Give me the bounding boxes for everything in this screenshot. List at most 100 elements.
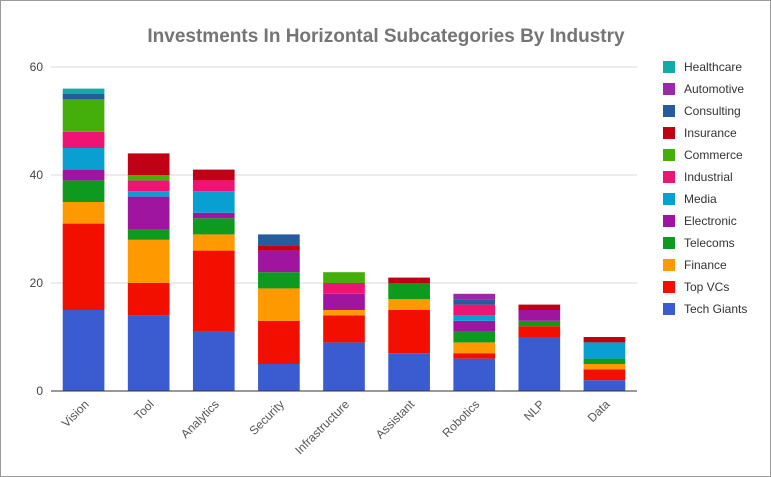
bar-segment-data-finance <box>583 364 626 370</box>
bar-segment-security-finance <box>258 288 300 321</box>
x-tick-label-robotics: Robotics <box>439 397 482 440</box>
bar-segment-tool-insurance <box>127 153 170 175</box>
y-tick-label: 20 <box>30 276 44 290</box>
bar-segment-security-top-vcs <box>258 320 300 364</box>
legend-label-consulting: Consulting <box>684 104 741 118</box>
x-tick-label-assistant: Assistant <box>373 397 418 442</box>
bar-segment-tool-tech-giants <box>127 315 170 391</box>
bar-segment-vision-tech-giants <box>62 310 105 391</box>
bar-segment-nlp-insurance <box>518 304 561 310</box>
bar-segment-analytics-electronic <box>192 212 235 219</box>
bar-segment-vision-healthcare <box>62 88 105 94</box>
bar-segment-nlp-tech-giants <box>518 337 561 391</box>
bar-segment-analytics-telecoms <box>192 218 235 235</box>
bar-segment-nlp-telecoms <box>518 320 561 327</box>
y-tick-label: 40 <box>30 168 44 182</box>
legend: Healthcare Automotive Consulting Insurance C… <box>663 60 747 316</box>
bar-segment-vision-consulting <box>62 94 105 100</box>
bar-segment-vision-commerce <box>62 99 105 132</box>
bar-segment-tool-finance <box>127 239 170 283</box>
legend-label-automotive: Automotive <box>684 82 744 96</box>
bar-segment-analytics-media <box>192 191 235 213</box>
bar-segment-assistant-tech-giants <box>388 353 430 391</box>
bar-segment-security-telecoms <box>258 272 300 289</box>
bar-segment-data-media <box>583 342 626 359</box>
x-tick-label-data: Data <box>585 397 613 425</box>
bar-segment-data-insurance <box>583 337 626 343</box>
legend-swatch-industrial <box>663 171 675 183</box>
bar-segment-tool-top-vcs <box>127 283 170 316</box>
bar-segment-tool-industrial <box>127 180 170 192</box>
bar-segment-assistant-top-vcs <box>388 310 430 354</box>
legend-swatch-insurance <box>663 127 675 139</box>
y-tick-label: 60 <box>30 60 44 74</box>
legend-swatch-media <box>663 193 675 205</box>
bar-segment-robotics-automotive <box>453 293 496 300</box>
bar-segment-nlp-top-vcs <box>518 326 561 337</box>
legend-label-insurance: Insurance <box>684 126 737 140</box>
legend-swatch-top-vcs <box>663 281 675 293</box>
bar-segment-vision-industrial <box>62 131 105 148</box>
x-tick-label-security: Security <box>246 397 287 438</box>
bar-segment-analytics-industrial <box>192 180 235 192</box>
bar-segment-nlp-electronic <box>518 310 561 321</box>
x-tick-label-analytics: Analytics <box>178 397 222 441</box>
bar-segment-analytics-top-vcs <box>192 250 235 332</box>
legend-swatch-healthcare <box>663 61 675 73</box>
bar-segment-robotics-industrial <box>453 304 496 316</box>
x-tick-label-vision: Vision <box>59 397 92 430</box>
bar-segment-robotics-electronic <box>453 320 496 332</box>
legend-label-top-vcs: Top VCs <box>684 280 729 294</box>
bar-segment-infrastructure-tech-giants <box>323 342 365 391</box>
bar-segment-vision-media <box>62 148 105 170</box>
bar-segment-security-insurance <box>258 245 300 251</box>
bar-segment-assistant-telecoms <box>388 283 430 300</box>
bar-segment-infrastructure-electronic <box>323 293 365 310</box>
bar-segment-robotics-telecoms <box>453 331 496 343</box>
legend-label-industrial: Industrial <box>684 170 733 184</box>
bar-segment-robotics-finance <box>453 342 496 354</box>
bar-segment-robotics-top-vcs <box>453 353 496 359</box>
bar-segment-infrastructure-finance <box>323 310 365 316</box>
bar-segment-robotics-consulting <box>453 299 496 305</box>
chart-title: Investments In Horizontal Subcategories … <box>147 26 625 47</box>
bar-segment-vision-telecoms <box>62 180 105 202</box>
bar-segment-tool-electronic <box>127 196 170 229</box>
bar-segment-tool-commerce <box>127 175 170 181</box>
legend-swatch-tech-giants <box>663 303 675 315</box>
legend-label-tech-giants: Tech Giants <box>684 302 747 316</box>
axes: 0 20 40 60 Vision Tool Analytics Security Infras… <box>30 60 637 457</box>
bar-segment-vision-finance <box>62 202 105 224</box>
legend-label-electronic: Electronic <box>684 214 737 228</box>
bar-segment-security-tech-giants <box>258 364 300 391</box>
bar-segment-infrastructure-top-vcs <box>323 315 365 343</box>
x-tick-label-nlp: NLP <box>521 397 547 423</box>
bar-segment-analytics-finance <box>192 234 235 251</box>
x-tick-label-infrastructure: Infrastructure <box>292 397 352 457</box>
bar-segment-vision-electronic <box>62 169 105 181</box>
legend-label-healthcare: Healthcare <box>684 60 742 74</box>
bar-segment-data-telecoms <box>583 358 626 364</box>
bar-segment-data-tech-giants <box>583 380 626 391</box>
bar-segment-robotics-tech-giants <box>453 358 496 391</box>
bars <box>62 88 626 391</box>
bar-segment-vision-top-vcs <box>62 223 105 310</box>
bar-segment-analytics-insurance <box>192 169 235 181</box>
bar-segment-assistant-finance <box>388 299 430 310</box>
bar-segment-tool-telecoms <box>127 229 170 240</box>
legend-swatch-electronic <box>663 215 675 227</box>
legend-label-media: Media <box>684 192 717 206</box>
bar-segment-infrastructure-industrial <box>323 283 365 294</box>
legend-swatch-finance <box>663 259 675 271</box>
legend-swatch-commerce <box>663 149 675 161</box>
bar-segment-analytics-tech-giants <box>192 331 235 391</box>
bar-segment-security-consulting <box>258 234 300 246</box>
legend-label-finance: Finance <box>684 258 727 272</box>
bar-segment-assistant-insurance <box>388 277 430 283</box>
bar-segment-security-electronic <box>258 250 300 273</box>
bar-segment-robotics-media <box>453 315 496 321</box>
legend-swatch-telecoms <box>663 237 675 249</box>
legend-swatch-consulting <box>663 105 675 117</box>
